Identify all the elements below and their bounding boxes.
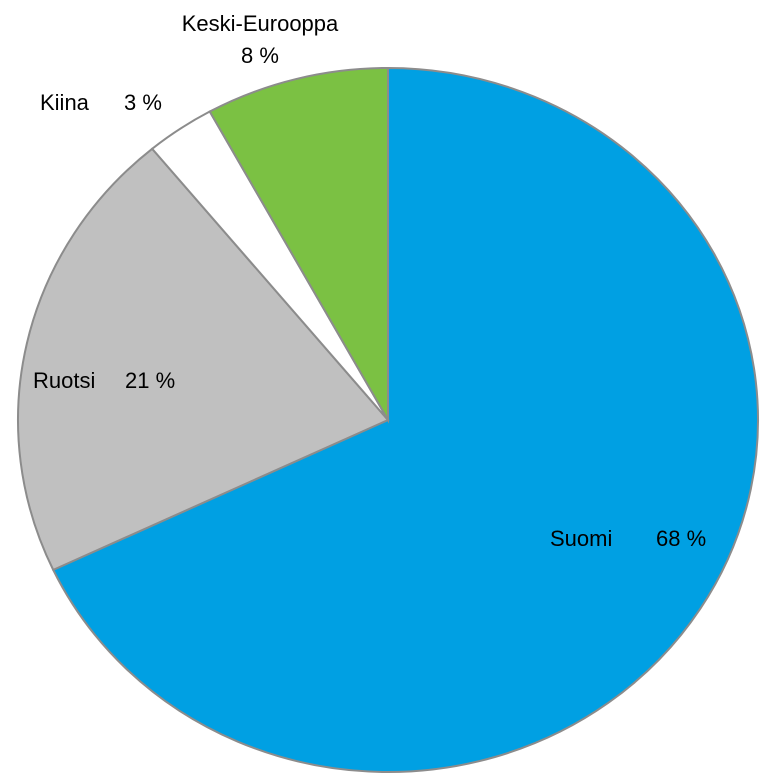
slice-label: Keski-Eurooppa xyxy=(182,11,339,36)
slice-value-label: 21 % xyxy=(125,368,175,393)
slice-label: Kiina xyxy=(40,90,90,115)
slice-label: Suomi xyxy=(550,526,612,551)
slice-value-label: 3 % xyxy=(124,90,162,115)
pie-slice xyxy=(208,66,389,424)
pie-slice xyxy=(17,147,390,572)
slice-label: Ruotsi xyxy=(33,368,95,393)
pie-slice xyxy=(51,66,759,773)
slice-value-label: 68 % xyxy=(656,526,706,551)
slice-value-label: 8 % xyxy=(241,43,279,68)
